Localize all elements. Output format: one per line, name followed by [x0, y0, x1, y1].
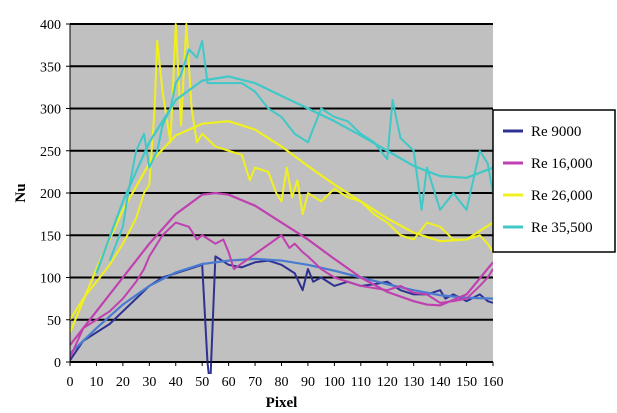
x-tick-label-80: 80: [275, 375, 289, 390]
y-tick-label-400: 400: [40, 18, 61, 33]
x-tick-label-100: 100: [324, 375, 345, 390]
series-raw-2: [70, 221, 493, 359]
y-tick-label-250: 250: [40, 145, 61, 160]
legend-label-1: Re 9000: [531, 124, 581, 140]
x-tick-label-110: 110: [351, 375, 371, 390]
x-tick-label-130: 130: [403, 375, 424, 390]
legend: Re 9000 Re 16,000 Re 26,000 Re 35,500: [492, 109, 616, 253]
y-tick-label-50: 50: [47, 314, 61, 329]
x-tick-label-40: 40: [169, 375, 183, 390]
series-layer: [70, 23, 493, 374]
x-tick-label-60: 60: [222, 375, 236, 390]
x-tick-label-120: 120: [377, 375, 398, 390]
y-tick-label-150: 150: [40, 229, 61, 244]
x-tick-label-140: 140: [430, 375, 451, 390]
x-tick-label-20: 20: [116, 375, 130, 390]
series-raw-4: [108, 39, 493, 261]
series-fit-3: [70, 120, 493, 333]
axes: 0 50 100 150 200 250 300 350 400 0 10 20 30 40 50 60 70 8…: [40, 18, 504, 390]
x-tick-label-150: 150: [456, 375, 477, 390]
y-axis-label: Nu: [13, 183, 29, 202]
y-tick-label-300: 300: [40, 103, 61, 118]
x-tick-label-50: 50: [195, 375, 209, 390]
x-tick-label-90: 90: [301, 375, 315, 390]
x-tick-label-30: 30: [142, 375, 156, 390]
legend-box: [492, 109, 616, 253]
y-tick-label-350: 350: [40, 60, 61, 75]
y-tick-label-0: 0: [54, 356, 61, 371]
x-tick-label-160: 160: [483, 375, 504, 390]
y-tick-label-200: 200: [40, 187, 61, 202]
x-axis-label: Pixel: [266, 395, 298, 408]
y-tick-label-100: 100: [40, 272, 61, 287]
series-raw-3: [70, 23, 493, 321]
series-fit-1: [70, 257, 493, 355]
series-fit-2: [70, 191, 493, 346]
x-tick-label-0: 0: [67, 375, 74, 390]
legend-label-4: Re 35,500: [531, 220, 593, 236]
legend-label-3: Re 26,000: [531, 188, 593, 204]
x-tick-label-10: 10: [89, 375, 103, 390]
series-fit-4: [95, 75, 493, 274]
legend-label-2: Re 16,000: [531, 156, 593, 172]
x-tick-label-70: 70: [248, 375, 262, 390]
